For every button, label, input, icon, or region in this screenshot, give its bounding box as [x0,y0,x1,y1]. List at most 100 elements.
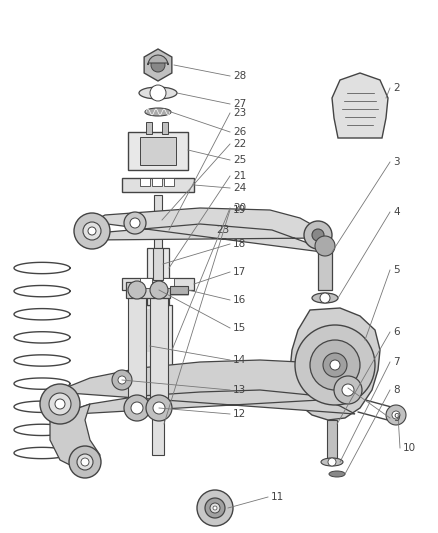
Bar [122,278,194,290]
Circle shape [130,218,140,228]
Bar [140,178,150,187]
Bar [146,122,152,134]
Circle shape [69,446,101,478]
Text: 20: 20 [233,203,246,213]
Circle shape [328,458,336,466]
Bar [153,248,163,280]
Ellipse shape [145,108,171,116]
Circle shape [310,340,360,390]
Bar [154,195,162,248]
Circle shape [88,227,96,235]
Text: 14: 14 [233,355,246,365]
Circle shape [131,402,143,414]
Text: 4: 4 [393,207,399,217]
Text: 19: 19 [233,205,246,215]
Circle shape [150,281,168,299]
Bar [318,250,332,290]
Circle shape [83,222,101,240]
Bar [162,278,174,288]
Bar [144,305,172,392]
Text: 10: 10 [403,443,416,453]
Circle shape [334,376,362,404]
Text: 8: 8 [393,385,399,395]
Bar [150,296,168,400]
Circle shape [124,395,150,421]
Circle shape [49,393,71,415]
Circle shape [153,402,165,414]
Circle shape [112,370,132,390]
Text: 6: 6 [393,327,399,337]
Polygon shape [50,392,100,470]
Text: 21: 21 [233,171,246,181]
Polygon shape [55,360,355,415]
Circle shape [151,58,165,72]
Circle shape [304,221,332,249]
Text: 9: 9 [393,413,399,423]
Circle shape [205,498,225,518]
Text: 7: 7 [393,357,399,367]
Polygon shape [92,208,322,252]
Circle shape [150,85,166,101]
Bar [147,309,169,352]
Polygon shape [290,308,380,420]
Circle shape [315,236,335,256]
Text: 22: 22 [233,139,246,149]
Bar [128,132,188,170]
Text: 12: 12 [233,409,246,419]
Text: 18: 18 [233,239,246,249]
Text: 13: 13 [233,385,246,395]
Ellipse shape [312,293,338,303]
Bar [128,296,146,400]
Text: 27: 27 [233,99,246,109]
Bar [327,420,337,458]
Text: 28: 28 [233,71,246,81]
Circle shape [40,384,80,424]
Ellipse shape [329,471,345,477]
Text: 23: 23 [216,225,229,235]
Circle shape [312,229,324,241]
Circle shape [118,376,126,384]
Circle shape [146,395,172,421]
Text: 3: 3 [393,157,399,167]
Bar [164,178,174,187]
Circle shape [77,454,93,470]
Circle shape [295,325,375,405]
Circle shape [342,384,354,396]
Bar [152,392,164,455]
Circle shape [128,281,146,299]
Polygon shape [148,55,168,65]
Ellipse shape [139,87,177,99]
Circle shape [210,503,220,513]
Circle shape [320,293,330,303]
Text: 23: 23 [233,108,246,118]
Bar [122,178,194,192]
Bar [126,282,170,298]
Circle shape [197,490,233,526]
Polygon shape [144,49,172,81]
Ellipse shape [321,458,343,466]
Bar [152,178,162,187]
Text: 25: 25 [233,155,246,165]
Bar [170,286,188,294]
Text: 15: 15 [233,323,246,333]
Text: 16: 16 [233,295,246,305]
Circle shape [386,405,406,425]
Text: 5: 5 [393,265,399,275]
Text: 11: 11 [271,492,284,502]
Circle shape [81,458,89,466]
Text: 26: 26 [233,127,246,137]
Circle shape [323,353,347,377]
Bar [162,122,168,134]
Circle shape [124,212,146,234]
Text: 2: 2 [393,83,399,93]
Text: 24: 24 [233,183,246,193]
Bar [140,137,176,165]
Bar [140,278,152,288]
Circle shape [55,399,65,409]
Circle shape [74,213,110,249]
Text: 17: 17 [233,267,246,277]
Circle shape [213,506,217,510]
Circle shape [330,360,340,370]
Circle shape [392,411,400,419]
Polygon shape [332,73,388,138]
